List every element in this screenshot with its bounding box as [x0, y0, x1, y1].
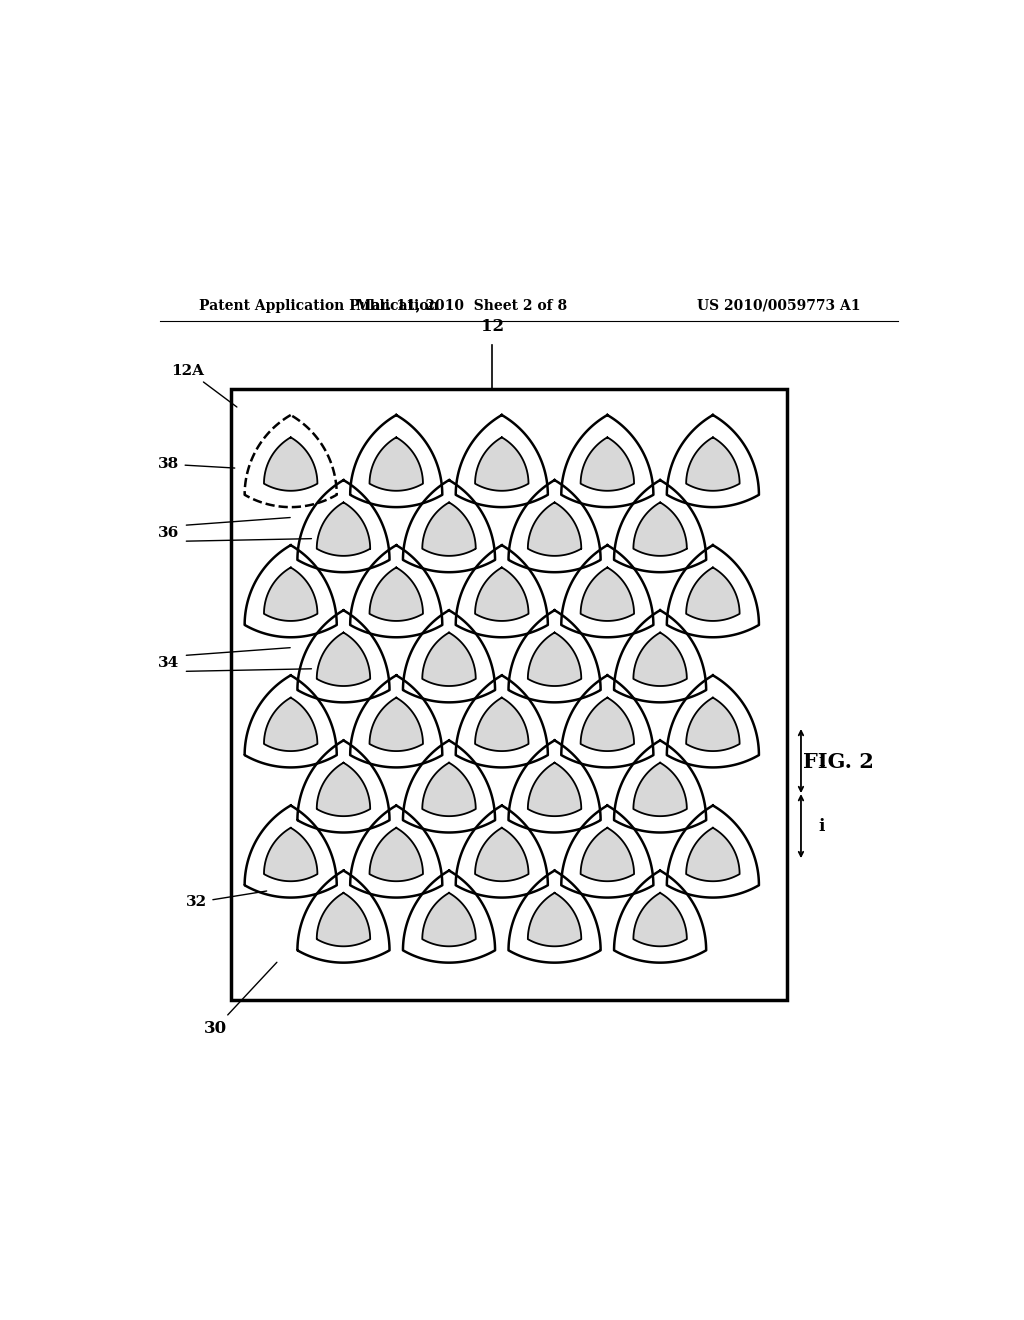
Polygon shape [422, 892, 476, 946]
Polygon shape [667, 805, 759, 898]
Polygon shape [581, 437, 634, 491]
Polygon shape [350, 414, 442, 507]
Polygon shape [316, 763, 370, 816]
Text: US 2010/0059773 A1: US 2010/0059773 A1 [697, 298, 860, 313]
Polygon shape [316, 632, 370, 686]
Polygon shape [667, 414, 759, 507]
Polygon shape [614, 480, 707, 572]
Polygon shape [527, 763, 582, 816]
Polygon shape [527, 503, 582, 556]
Polygon shape [686, 698, 739, 751]
Polygon shape [614, 741, 707, 833]
Polygon shape [561, 676, 653, 767]
Polygon shape [264, 698, 317, 751]
Polygon shape [297, 741, 389, 833]
Polygon shape [264, 568, 317, 620]
Polygon shape [509, 480, 601, 572]
Polygon shape [403, 610, 495, 702]
Polygon shape [581, 828, 634, 882]
Polygon shape [614, 610, 707, 702]
Polygon shape [403, 480, 495, 572]
Text: Mar. 11, 2010  Sheet 2 of 8: Mar. 11, 2010 Sheet 2 of 8 [355, 298, 567, 313]
Polygon shape [456, 676, 548, 767]
Bar [231, 389, 786, 1001]
Polygon shape [350, 676, 442, 767]
Polygon shape [667, 676, 759, 767]
Polygon shape [509, 871, 601, 962]
Polygon shape [245, 414, 337, 507]
Polygon shape [422, 763, 476, 816]
Polygon shape [527, 892, 582, 946]
Text: i: i [818, 752, 824, 770]
Polygon shape [297, 610, 389, 702]
Text: Patent Application Publication: Patent Application Publication [200, 298, 439, 313]
Polygon shape [370, 698, 423, 751]
Polygon shape [456, 805, 548, 898]
Polygon shape [297, 871, 389, 962]
Text: 30: 30 [204, 962, 276, 1036]
Text: 36: 36 [159, 527, 179, 540]
Polygon shape [456, 414, 548, 507]
Polygon shape [422, 503, 476, 556]
Polygon shape [370, 828, 423, 882]
Text: i: i [818, 817, 824, 834]
Polygon shape [634, 632, 687, 686]
Polygon shape [581, 698, 634, 751]
Text: 12: 12 [480, 318, 504, 335]
Polygon shape [686, 437, 739, 491]
Polygon shape [350, 545, 442, 638]
Polygon shape [527, 632, 582, 686]
Text: 38: 38 [159, 457, 234, 471]
Polygon shape [370, 437, 423, 491]
Text: 12A: 12A [172, 363, 237, 407]
Polygon shape [509, 610, 601, 702]
Polygon shape [403, 871, 495, 962]
Polygon shape [422, 632, 476, 686]
Polygon shape [245, 676, 337, 767]
Polygon shape [667, 545, 759, 638]
Polygon shape [316, 503, 370, 556]
Polygon shape [475, 828, 528, 882]
Polygon shape [614, 871, 707, 962]
Text: 32: 32 [186, 891, 266, 909]
Text: 34: 34 [159, 656, 179, 671]
Polygon shape [475, 568, 528, 620]
Polygon shape [686, 568, 739, 620]
Polygon shape [475, 698, 528, 751]
Polygon shape [264, 437, 317, 491]
Polygon shape [370, 568, 423, 620]
Polygon shape [350, 805, 442, 898]
Polygon shape [245, 545, 337, 638]
Polygon shape [475, 437, 528, 491]
Polygon shape [561, 545, 653, 638]
Polygon shape [581, 568, 634, 620]
Polygon shape [509, 741, 601, 833]
Polygon shape [634, 763, 687, 816]
Polygon shape [456, 545, 548, 638]
Polygon shape [561, 414, 653, 507]
Polygon shape [561, 805, 653, 898]
Polygon shape [316, 892, 370, 946]
Polygon shape [264, 828, 317, 882]
Polygon shape [686, 828, 739, 882]
Polygon shape [403, 741, 495, 833]
Text: FIG. 2: FIG. 2 [803, 752, 873, 772]
Polygon shape [245, 805, 337, 898]
Polygon shape [634, 503, 687, 556]
Polygon shape [634, 892, 687, 946]
Polygon shape [297, 480, 389, 572]
